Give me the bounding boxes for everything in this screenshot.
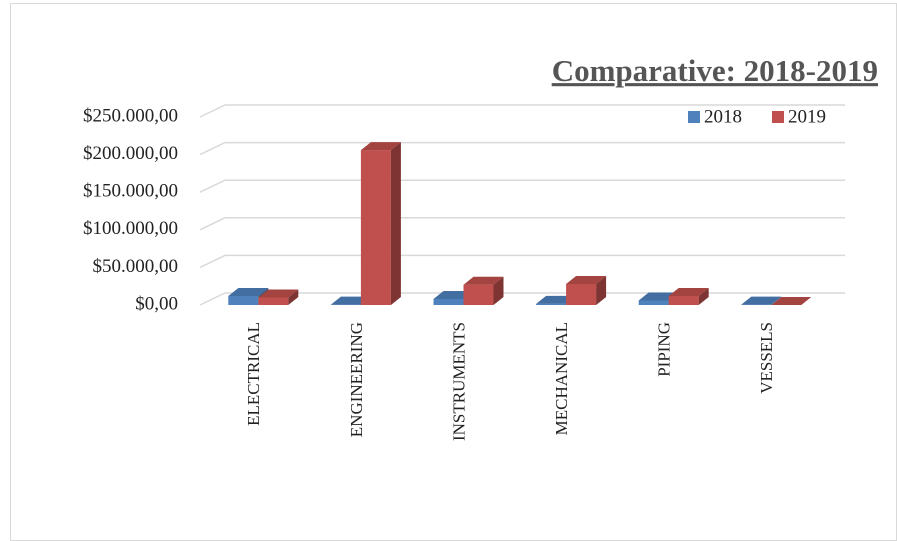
bar-front (258, 297, 289, 305)
bar-top (741, 296, 782, 305)
bar-side (288, 289, 299, 305)
y-tick-label: $200.000,00 (83, 143, 178, 164)
grid-line (199, 217, 845, 231)
y-tick-label: $250.000,00 (83, 105, 178, 126)
x-tick-label: ENGINEERING (347, 322, 366, 437)
bar-top (228, 287, 269, 296)
grid-line (199, 141, 845, 156)
legend-label: 2018 (704, 106, 742, 127)
legend-swatch (772, 111, 784, 123)
bar-side (698, 287, 709, 305)
bar-top (668, 287, 709, 296)
legend-label: 2019 (788, 106, 826, 127)
x-tick-label: VESSELS (757, 322, 776, 394)
bar-top (463, 276, 504, 285)
y-tick-label: $100.000,00 (83, 218, 178, 239)
bar-front (433, 298, 464, 305)
grid-line (199, 254, 845, 269)
bar-top (360, 142, 401, 151)
bar-front (536, 303, 567, 305)
bar-front (360, 150, 391, 305)
bar-front (228, 295, 259, 305)
bar-top (566, 275, 607, 284)
bar-side (596, 275, 607, 305)
bar-top (258, 289, 299, 298)
bar (566, 275, 607, 305)
x-tick-label: PIPING (655, 322, 674, 377)
bar-top (771, 297, 812, 305)
bar (360, 142, 401, 305)
grid-line (199, 104, 845, 118)
x-tick-label: INSTRUMENTS (449, 322, 468, 441)
bar-front (566, 283, 597, 305)
bar-front (668, 295, 699, 305)
bar-side (493, 276, 504, 305)
bar (258, 289, 299, 305)
bar (668, 287, 709, 305)
bar-side (771, 296, 782, 305)
bar (741, 296, 782, 305)
x-tick-label: MECHANICAL (552, 322, 571, 435)
chart-title: Comparative: 2018-2019 (552, 53, 878, 88)
bar-side (390, 142, 401, 305)
bar-front (463, 284, 494, 305)
legend-swatch (688, 111, 700, 123)
y-tick-label: $150.000,00 (83, 181, 178, 202)
bar (463, 276, 504, 305)
bar (771, 297, 812, 305)
y-tick-label: $0,00 (135, 293, 178, 314)
grid-line (199, 292, 845, 306)
y-tick-label: $50.000,00 (93, 256, 179, 277)
x-tick-label: ELECTRICAL (244, 322, 263, 426)
grid-line (199, 179, 845, 193)
bar-front (638, 300, 669, 305)
